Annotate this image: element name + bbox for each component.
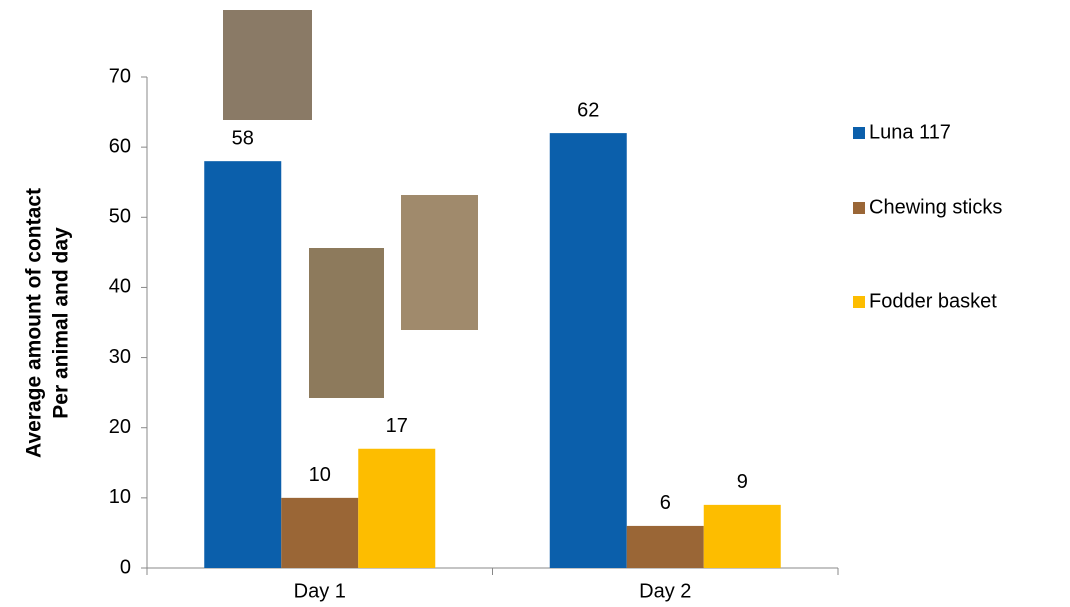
- legend-swatch: [853, 202, 865, 214]
- legend-swatch: [853, 127, 865, 139]
- y-tick-label: 10: [109, 486, 131, 508]
- legend-swatch: [853, 296, 865, 308]
- x-tick-label: Day 1: [294, 580, 346, 602]
- legend-label: Fodder basket: [869, 290, 997, 312]
- y-tick-label: 30: [109, 346, 131, 368]
- data-label: 58: [232, 127, 254, 149]
- bar: [703, 504, 781, 568]
- legend-label: Luna 117: [869, 121, 951, 143]
- y-tick-label: 50: [109, 206, 131, 228]
- photo: [309, 248, 384, 398]
- x-tick-label: Day 2: [639, 580, 691, 602]
- bar: [358, 448, 436, 568]
- y-tick-label: 70: [109, 65, 131, 87]
- y-tick-label: 60: [109, 135, 131, 157]
- bar: [626, 525, 704, 568]
- data-label: 10: [309, 464, 331, 486]
- y-axis-title: Average amount of contact: [23, 188, 46, 458]
- bar: [281, 497, 359, 568]
- data-label: 9: [737, 471, 748, 493]
- data-label: 62: [577, 99, 599, 121]
- photo: [401, 195, 478, 330]
- data-label: 6: [660, 492, 671, 514]
- y-tick-label: 20: [109, 416, 131, 438]
- y-tick-label: 40: [109, 276, 131, 298]
- bar: [549, 133, 627, 568]
- photo: [223, 10, 312, 120]
- legend-label: Chewing sticks: [869, 196, 1002, 218]
- y-axis-title: Per animal and day: [50, 227, 73, 419]
- y-tick-label: 0: [120, 556, 131, 578]
- bar: [204, 161, 282, 568]
- data-label: 17: [386, 415, 408, 437]
